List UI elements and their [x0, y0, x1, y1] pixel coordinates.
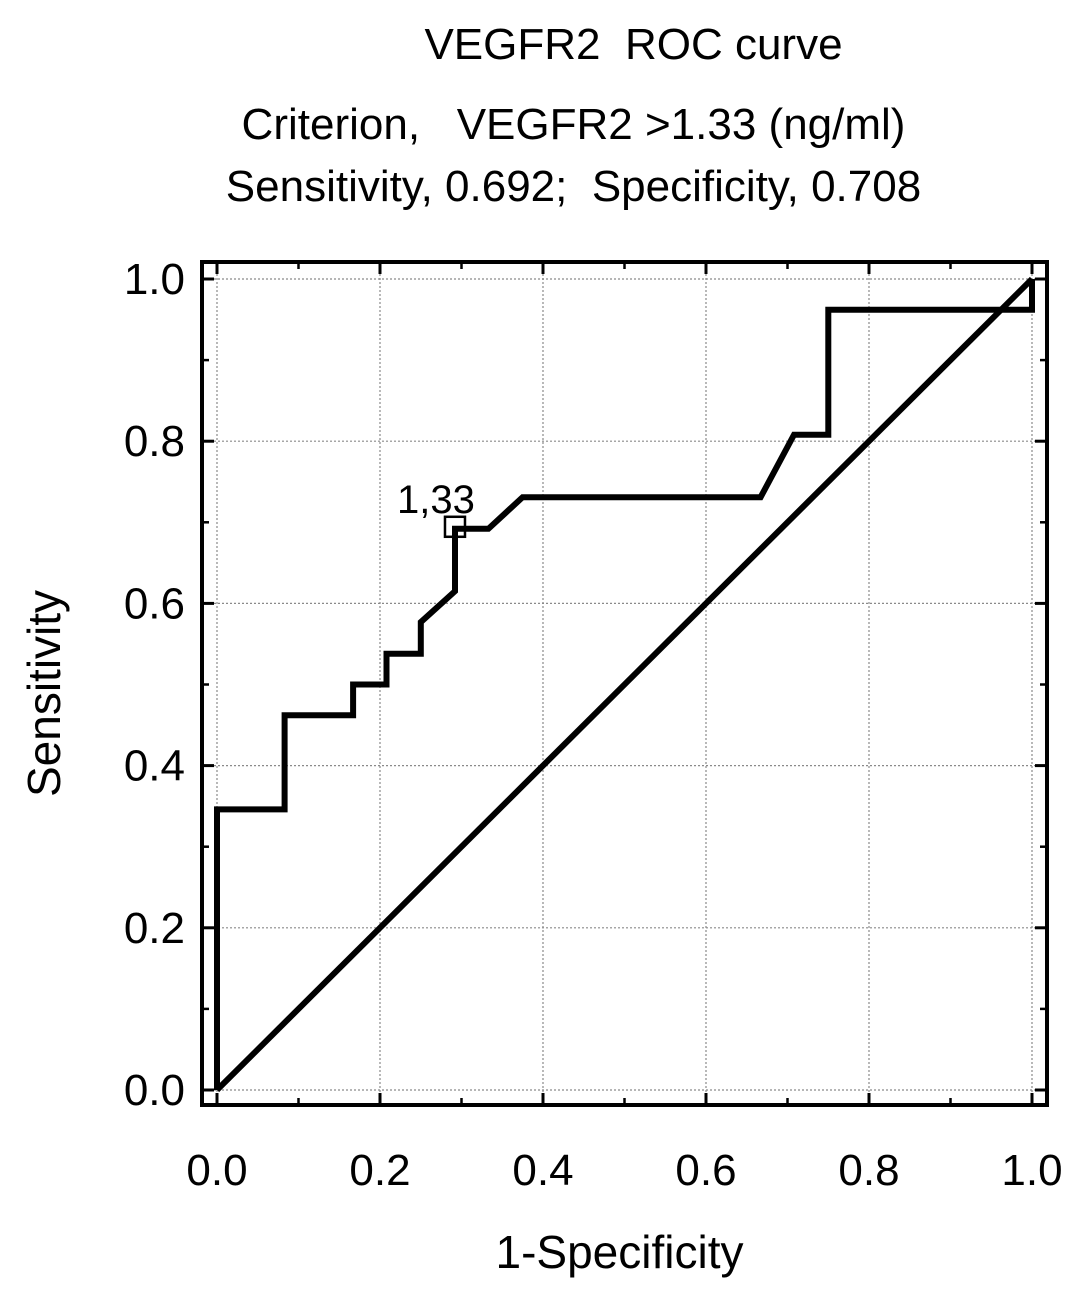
- y-tick-label: 0.8: [124, 417, 185, 466]
- series: [214, 276, 1035, 1093]
- plot-frame: [200, 260, 1049, 1107]
- reference-diagonal-line: [214, 276, 1035, 1093]
- annotations: 1,33: [397, 478, 475, 539]
- y-tick-label: 1.0: [124, 255, 185, 304]
- roc-curve-line: [214, 279, 1035, 1090]
- y-tick-label: 0.2: [124, 904, 185, 953]
- x-axis-title: 1-Specificity: [496, 1226, 744, 1278]
- y-tick-label: 0.0: [124, 1066, 185, 1115]
- x-tick-label: 1.0: [1001, 1146, 1062, 1195]
- y-tick-label: 0.6: [124, 579, 185, 628]
- grid: [202, 262, 1047, 1105]
- cutoff-label: 1,33: [397, 478, 475, 522]
- tick-labels: 0.0 0.2 0.4 0.6 0.8 1.0 0.0 0.2 0.4 0.6 0.8 1.0: [124, 255, 1063, 1195]
- cutoff-square-marker: [443, 515, 467, 539]
- chart-title: VEGFR2 ROC curve: [424, 20, 843, 69]
- x-tick-label: 0.8: [838, 1146, 899, 1195]
- y-tick-label: 0.4: [124, 742, 185, 791]
- x-tick-label: 0.2: [349, 1146, 410, 1195]
- x-tick-label: 0.6: [675, 1146, 736, 1195]
- x-tick-label: 0.4: [512, 1146, 573, 1195]
- x-tick-label: 0.0: [186, 1146, 247, 1195]
- chart-subtitle-criterion: Criterion, VEGFR2 >1.33 (ng/ml): [241, 100, 906, 149]
- chart-subtitle-metrics: Sensitivity, 0.692; Specificity, 0.708: [225, 162, 922, 211]
- y-axis-title: Sensitivity: [18, 590, 70, 797]
